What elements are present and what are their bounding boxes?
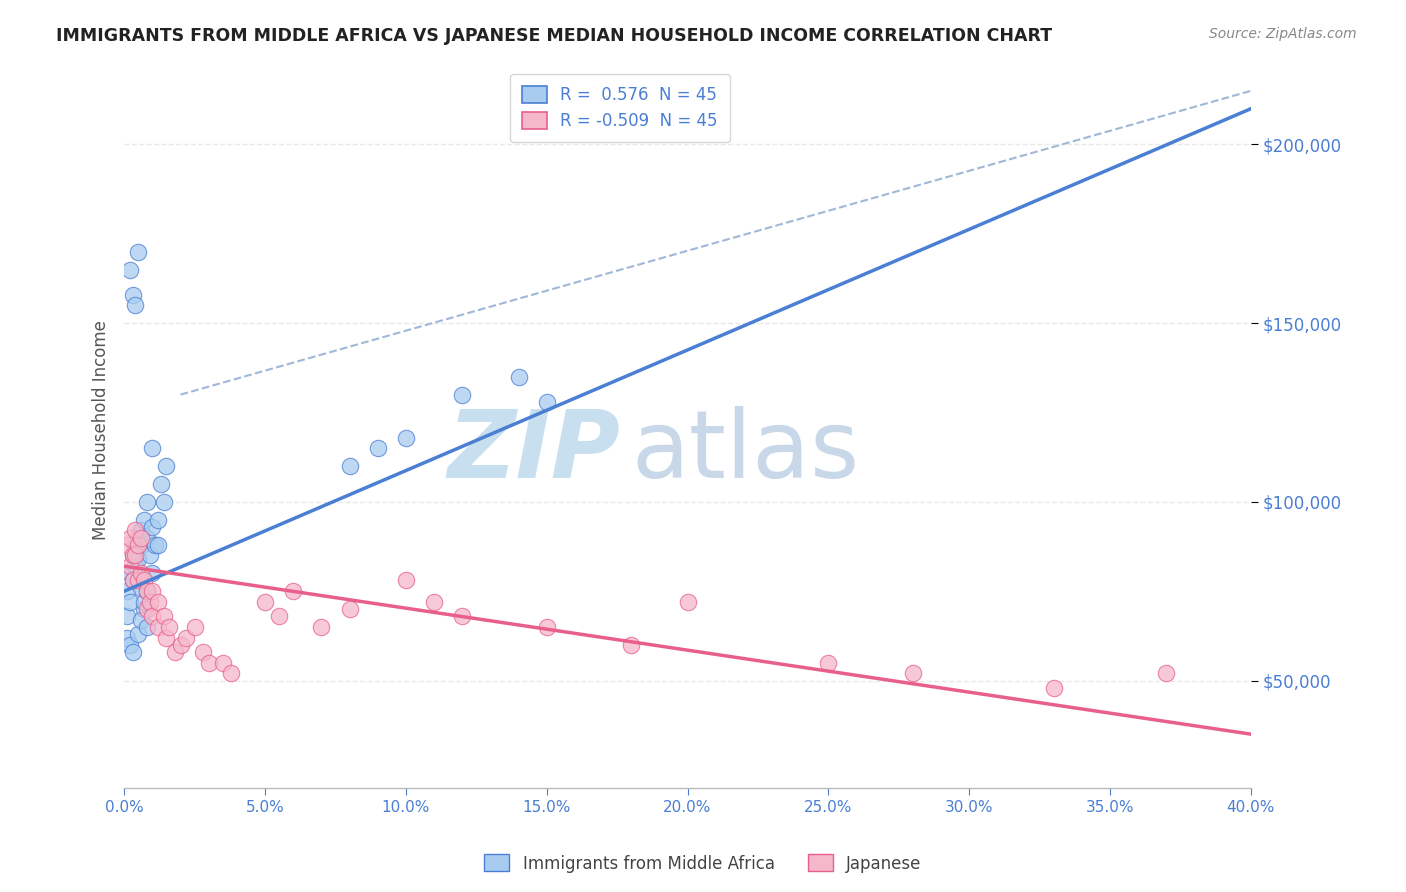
Point [129, 538, 152, 552]
Point [118, 559, 141, 574]
Point [132, 574, 155, 588]
Point [183, 620, 205, 634]
Point [115, 538, 138, 552]
Legend: Immigrants from Middle Africa, Japanese: Immigrants from Middle Africa, Japanese [478, 847, 928, 880]
Point [127, 531, 149, 545]
Point [132, 595, 155, 609]
Point [121, 574, 143, 588]
Point [121, 549, 143, 563]
Point [817, 656, 839, 670]
Point [118, 595, 141, 609]
Point [132, 602, 155, 616]
Point [536, 394, 558, 409]
Point [135, 584, 157, 599]
Point [132, 513, 155, 527]
Point [124, 524, 146, 538]
Point [395, 430, 418, 444]
Point [146, 513, 169, 527]
Point [676, 595, 699, 609]
Point [127, 574, 149, 588]
Point [115, 609, 138, 624]
Point [135, 584, 157, 599]
Point [155, 631, 177, 645]
Point [129, 613, 152, 627]
Point [129, 524, 152, 538]
Point [146, 620, 169, 634]
Point [1042, 681, 1064, 695]
Point [121, 549, 143, 563]
Point [115, 631, 138, 645]
Point [141, 609, 163, 624]
Legend: R =  0.576  N = 45, R = -0.509  N = 45: R = 0.576 N = 45, R = -0.509 N = 45 [510, 74, 730, 142]
Point [423, 595, 446, 609]
Point [135, 620, 157, 634]
Point [339, 459, 361, 474]
Point [269, 609, 291, 624]
Point [138, 595, 160, 609]
Point [339, 602, 361, 616]
Point [620, 638, 643, 652]
Point [141, 566, 163, 581]
Text: Source: ZipAtlas.com: Source: ZipAtlas.com [1209, 27, 1357, 41]
Point [124, 298, 146, 312]
Point [451, 387, 474, 401]
Point [254, 595, 277, 609]
Point [367, 442, 389, 456]
Point [163, 645, 186, 659]
Point [283, 584, 305, 599]
Point [141, 442, 163, 456]
Point [135, 495, 157, 509]
Point [901, 666, 924, 681]
Point [152, 495, 174, 509]
Point [118, 638, 141, 652]
Point [124, 538, 146, 552]
Point [127, 538, 149, 552]
Point [115, 584, 138, 599]
Point [138, 549, 160, 563]
Point [135, 531, 157, 545]
Point [197, 656, 219, 670]
Point [118, 566, 141, 581]
Point [141, 520, 163, 534]
Point [129, 531, 152, 545]
Point [135, 602, 157, 616]
Point [219, 666, 242, 681]
Point [143, 538, 166, 552]
Point [152, 609, 174, 624]
Text: IMMIGRANTS FROM MIDDLE AFRICA VS JAPANESE MEDIAN HOUSEHOLD INCOME CORRELATION CH: IMMIGRANTS FROM MIDDLE AFRICA VS JAPANES… [56, 27, 1052, 45]
Text: atlas: atlas [631, 406, 859, 498]
Point [141, 584, 163, 599]
Y-axis label: Median Household Income: Median Household Income [93, 320, 110, 541]
Point [121, 645, 143, 659]
Point [536, 620, 558, 634]
Point [118, 531, 141, 545]
Point [174, 631, 197, 645]
Point [211, 656, 233, 670]
Point [118, 262, 141, 277]
Point [127, 244, 149, 259]
Point [121, 574, 143, 588]
Point [191, 645, 214, 659]
Point [129, 581, 152, 595]
Point [451, 609, 474, 624]
Point [127, 552, 149, 566]
Point [508, 369, 530, 384]
Point [124, 559, 146, 574]
Point [121, 287, 143, 301]
Point [169, 638, 191, 652]
Point [1156, 666, 1178, 681]
Point [127, 627, 149, 641]
Point [146, 595, 169, 609]
Point [155, 459, 177, 474]
Point [124, 549, 146, 563]
Point [395, 574, 418, 588]
Point [157, 620, 180, 634]
Text: ZIP: ZIP [447, 406, 620, 498]
Point [311, 620, 333, 634]
Point [146, 538, 169, 552]
Point [149, 477, 172, 491]
Point [129, 566, 152, 581]
